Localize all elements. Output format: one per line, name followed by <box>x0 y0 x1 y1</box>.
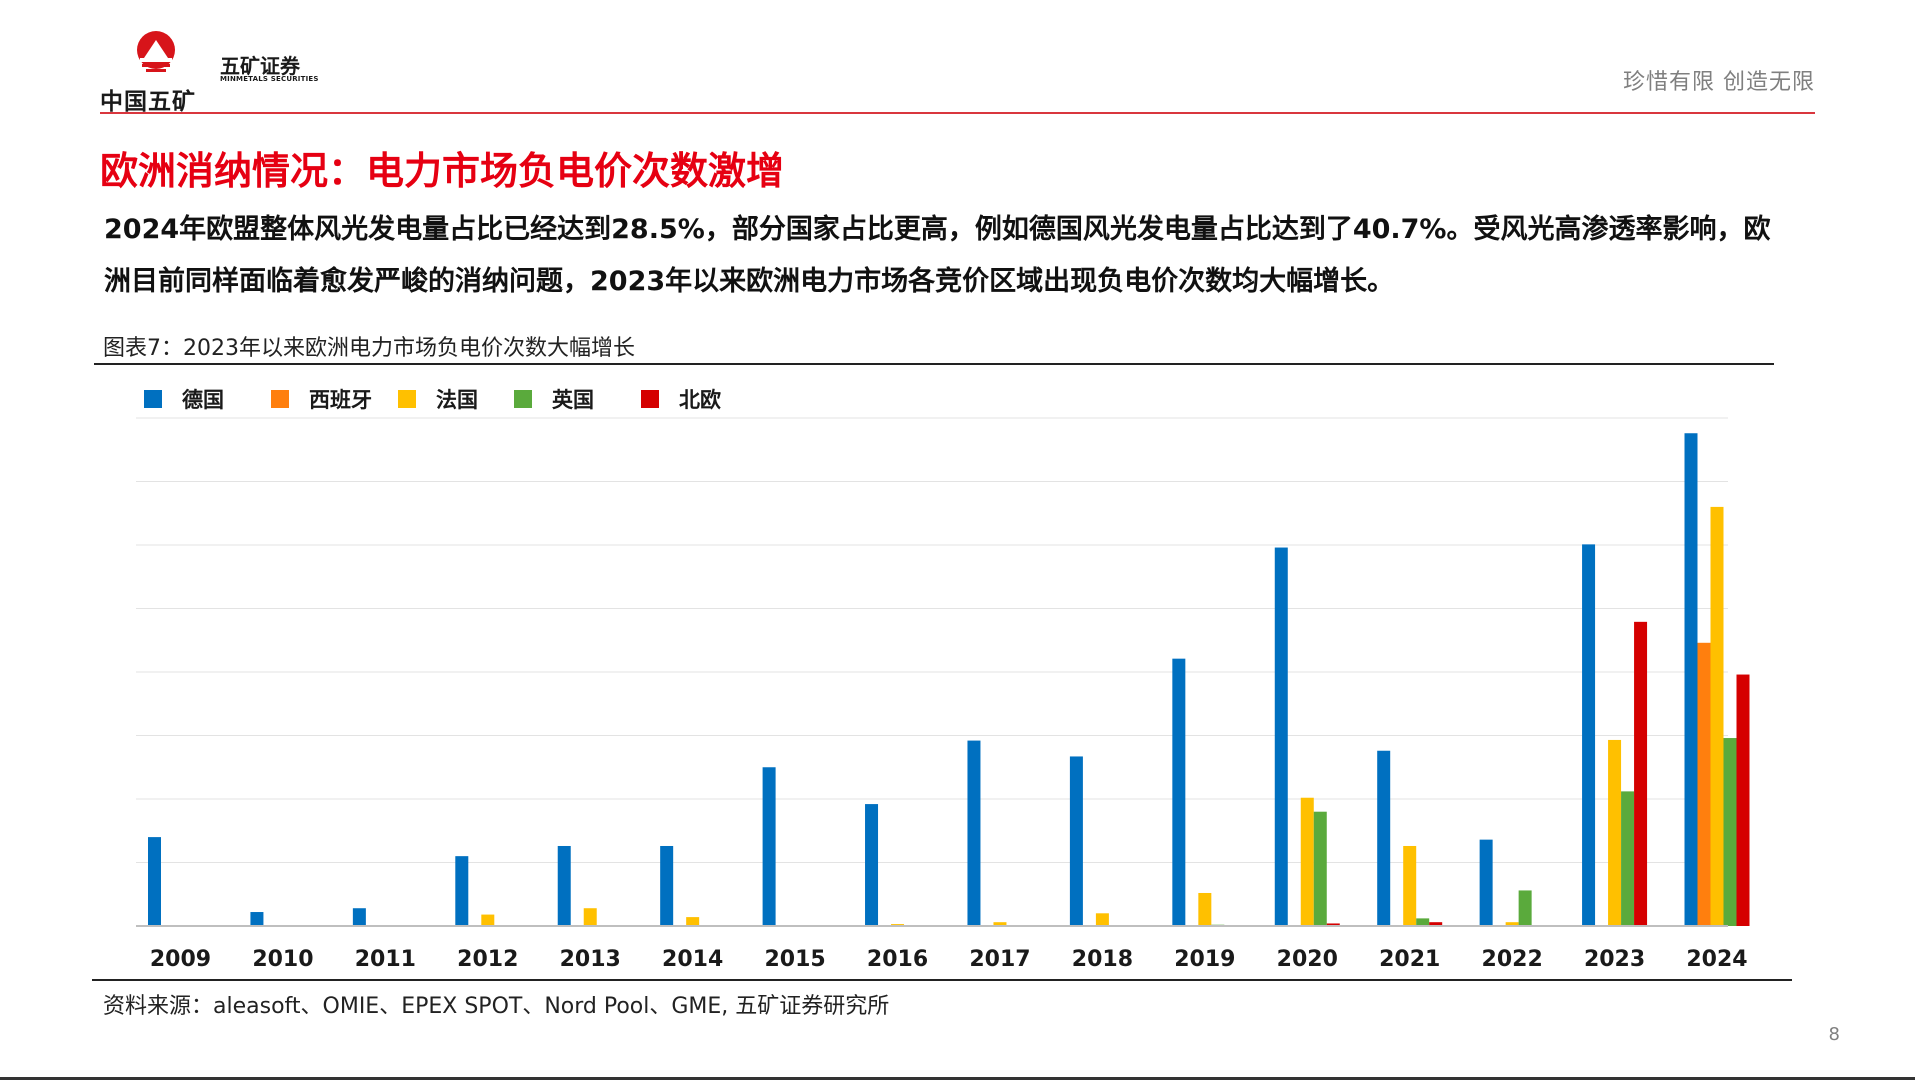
legend-item-英国: 英国 <box>514 388 594 412</box>
bar-2021-北欧 <box>1429 922 1443 926</box>
x-tick-label: 2015 <box>764 947 825 970</box>
x-tick-label: 2010 <box>252 947 313 970</box>
header-divider <box>100 112 1815 114</box>
legend-label: 英国 <box>552 388 594 412</box>
x-tick-label: 2021 <box>1379 947 1440 970</box>
bar-2013-法国 <box>583 908 597 926</box>
legend-item-法国: 法国 <box>398 388 478 412</box>
bar-2015-德国 <box>762 767 776 926</box>
china-minmetals-logo: 中国五矿 <box>100 28 210 115</box>
x-tick-label: 2022 <box>1482 947 1543 970</box>
bar-2018-法国 <box>1095 913 1109 926</box>
bar-2020-英国 <box>1313 811 1327 926</box>
bar-2022-德国 <box>1479 839 1493 926</box>
bar-2011-德国 <box>352 908 366 926</box>
negative-price-bar-chart: 德国 西班牙 法国 英国 北欧 2009 2010 2011 2012 2013 2014 2015… <box>136 388 1750 970</box>
bar-2019-德国 <box>1172 658 1186 926</box>
bar-2022-法国 <box>1505 922 1519 926</box>
bar-2014-德国 <box>660 845 674 926</box>
bar-2024-西班牙 <box>1697 642 1711 926</box>
bar-2013-德国 <box>557 845 571 926</box>
logo-left-text: 中国五矿 <box>100 89 196 115</box>
bar-2012-德国 <box>455 856 469 926</box>
legend-item-北欧: 北欧 <box>641 388 721 412</box>
bar-2020-德国 <box>1274 547 1288 926</box>
bar-2022-英国 <box>1518 890 1532 926</box>
legend-label: 北欧 <box>679 388 721 412</box>
bar-2024-德国 <box>1684 433 1698 926</box>
minmetals-emblem-icon <box>137 31 175 72</box>
x-axis-ticks: 2009 2010 2011 2012 2013 2014 2015 2016 2017 2018… <box>150 947 1748 970</box>
bar-2023-英国 <box>1621 791 1635 926</box>
bar-2012-法国 <box>481 914 495 926</box>
bottom-border <box>0 1077 1915 1080</box>
legend-item-西班牙: 西班牙 <box>271 388 372 412</box>
legend-label: 德国 <box>182 388 224 412</box>
figure-bottom-rule <box>92 979 1792 981</box>
legend-swatch <box>514 390 532 408</box>
bar-2021-法国 <box>1403 845 1417 926</box>
x-tick-label: 2023 <box>1584 947 1645 970</box>
legend-item-德国: 德国 <box>144 388 224 412</box>
bar-2018-德国 <box>1069 756 1083 926</box>
bar-2014-法国 <box>686 917 700 926</box>
body-line-1: 2024年欧盟整体风光发电量占比已经达到28.5%，部分国家占比更高，例如德国风… <box>104 214 1771 245</box>
figure-caption: 图表7：2023年以来欧洲电力市场负电价次数大幅增长 <box>103 336 635 361</box>
bar-2009-德国 <box>148 837 161 926</box>
x-tick-label: 2016 <box>867 947 928 970</box>
chart-gridlines <box>136 417 1728 863</box>
bar-2019-法国 <box>1198 892 1212 926</box>
logo-right-cn: 五矿证券 <box>220 54 300 78</box>
source-note: 资料来源：aleasoft、OMIE、EPEX SPOT、Nord Pool、G… <box>103 994 890 1019</box>
slogan: 珍惜有限 创造无限 <box>1623 70 1815 95</box>
chart-legend: 德国 西班牙 法国 英国 北欧 <box>144 388 721 412</box>
bar-2024-法国 <box>1710 506 1724 926</box>
bar-2020-法国 <box>1300 797 1314 926</box>
figure-top-rule <box>94 363 1774 365</box>
chart-bars <box>148 433 1750 926</box>
bar-2021-英国 <box>1416 918 1430 926</box>
body-line-2: 洲目前同样面临着愈发严峻的消纳问题，2023年以来欧洲电力市场各竞价区域出现负电… <box>104 266 1395 297</box>
bar-2010-德国 <box>250 912 264 926</box>
bar-2023-法国 <box>1608 739 1622 926</box>
bar-2024-北欧 <box>1736 674 1750 926</box>
x-tick-label: 2014 <box>662 947 723 970</box>
body-text: 2024年欧盟整体风光发电量占比已经达到28.5%，部分国家占比更高，例如德国风… <box>104 204 1814 308</box>
logo-right-en: MINMETALS SECURITIES <box>220 75 319 83</box>
x-tick-label: 2019 <box>1174 947 1235 970</box>
x-tick-label: 2013 <box>560 947 621 970</box>
bar-2016-德国 <box>865 804 879 926</box>
bar-2017-法国 <box>993 922 1007 926</box>
page-number: 8 <box>1828 1024 1840 1045</box>
page-title: 欧洲消纳情况：电力市场负电价次数激增 <box>100 149 785 193</box>
x-tick-label: 2017 <box>969 947 1030 970</box>
legend-swatch <box>144 390 162 408</box>
legend-label: 西班牙 <box>309 388 372 412</box>
bar-2021-德国 <box>1377 750 1391 926</box>
legend-label: 法国 <box>436 388 478 412</box>
x-tick-label: 2012 <box>457 947 518 970</box>
x-tick-label: 2011 <box>355 947 416 970</box>
bar-2020-北欧 <box>1326 923 1340 926</box>
x-tick-label: 2024 <box>1686 947 1747 970</box>
x-tick-label: 2020 <box>1277 947 1338 970</box>
bar-2024-英国 <box>1723 738 1737 926</box>
x-tick-label: 2018 <box>1072 947 1133 970</box>
x-tick-label: 2009 <box>150 947 211 970</box>
legend-swatch <box>641 390 659 408</box>
bar-2017-德国 <box>967 740 981 926</box>
bar-2023-德国 <box>1582 544 1596 926</box>
legend-swatch <box>398 390 416 408</box>
minmetals-securities-logo: 五矿证券 MINMETALS SECURITIES <box>220 50 340 90</box>
bar-2023-北欧 <box>1634 621 1648 926</box>
legend-swatch <box>271 390 289 408</box>
